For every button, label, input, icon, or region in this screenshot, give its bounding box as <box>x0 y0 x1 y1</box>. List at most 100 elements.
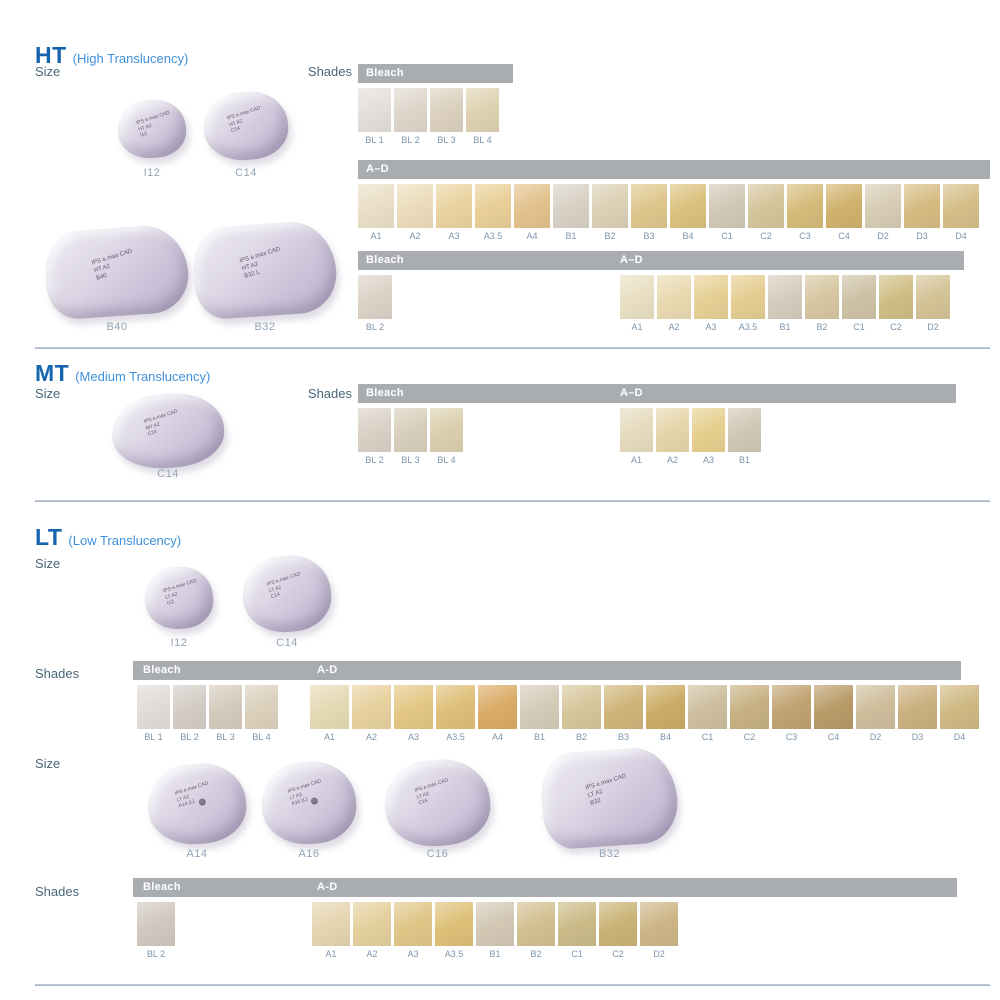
shade-chip <box>657 275 691 319</box>
shade-label: A1 <box>630 455 642 465</box>
shade-swatch-a2: A2 <box>353 902 391 959</box>
shade-label: B1 <box>489 949 501 959</box>
shade-label: A3 <box>702 455 714 465</box>
ht-block-c14-label: C14 <box>235 167 257 179</box>
shade-label: C2 <box>743 732 756 742</box>
mt-section-title: MT (Medium Translucency) <box>35 360 210 387</box>
mt-shades-label: Shades <box>307 386 352 401</box>
shade-chip <box>730 685 769 729</box>
shade-swatch-a2: A2 <box>352 685 391 742</box>
shade-chip <box>137 685 170 729</box>
shade-label: BL 3 <box>401 455 420 465</box>
shade-label: D2 <box>877 231 889 241</box>
shade-label: A3 <box>407 732 419 742</box>
shade-label: BL 2 <box>146 949 166 959</box>
shade-chip <box>599 902 637 946</box>
shade-chip <box>430 408 463 452</box>
shade-swatch-c2: C2 <box>879 275 913 332</box>
shade-swatch-d4: D4 <box>940 685 979 742</box>
shade-label: A1 <box>325 949 337 959</box>
ht-bleach-row: Bleach BL 1 BL 2 BL 3 BL 4 <box>358 64 513 150</box>
shade-chip <box>394 88 427 132</box>
shade-chip <box>394 902 432 946</box>
shade-chip <box>768 275 802 319</box>
shade-chip <box>728 408 761 452</box>
shade-label: BL 4 <box>252 732 271 742</box>
shade-label: D4 <box>955 231 967 241</box>
shade-label: C4 <box>827 732 840 742</box>
shade-swatch-b1: B1 <box>476 902 514 959</box>
shade-chip <box>631 184 667 228</box>
shade-chip <box>476 902 514 946</box>
shade-chip <box>826 184 862 228</box>
mt-combo-bar-ad-label: A–D <box>620 387 643 399</box>
shade-label: D3 <box>916 231 928 241</box>
shade-label: BL 3 <box>437 135 456 145</box>
lt-block-a16-label: A16 <box>298 848 320 860</box>
shade-label: A3.5 <box>444 949 464 959</box>
shade-swatch-bl2: BL 2 <box>173 685 206 742</box>
shade-label: BL 1 <box>144 732 163 742</box>
shade-label: A4 <box>526 231 538 241</box>
lt-block-i12-label: I12 <box>170 637 188 649</box>
ht-block-b32: IPS e.max CAD HT A2 B32 L <box>190 219 340 321</box>
shade-swatch-a2: A2 <box>657 275 691 332</box>
shade-swatch-b1: B1 <box>728 408 761 465</box>
ht-combo-row: Bleach A–D BL 2 A1 A2 A3 A3.5 B1 B2 C1 C2 D2 <box>358 251 964 337</box>
shade-swatch-b1: B1 <box>553 184 589 241</box>
shade-label: A3.5 <box>483 231 503 241</box>
ht-block-i12-label: I12 <box>143 167 161 179</box>
shade-swatch-a3: A3 <box>394 902 432 959</box>
lt-block-a14-label: A14 <box>186 848 208 860</box>
shade-label: A2 <box>668 322 680 332</box>
shade-chip <box>646 685 685 729</box>
shade-label: C2 <box>612 949 624 959</box>
shade-label: A3 <box>448 231 460 241</box>
shade-label: BL 3 <box>216 732 235 742</box>
shade-chip <box>787 184 823 228</box>
lt-combo1-bar-bleach-label: Bleach <box>143 664 181 676</box>
shade-swatch-b1: B1 <box>520 685 559 742</box>
shade-chip <box>436 685 475 729</box>
shade-chip <box>310 685 349 729</box>
shade-swatch-c2: C2 <box>748 184 784 241</box>
lt-block-a16: IPS e.max CAD LT A2 A16 (L) <box>258 758 360 848</box>
ht-ad-row: A–D A1 A2 A3 A3.5 A4 B1 B2 B3 B4 C1 C2 C3 C4 D2 D3 D4 <box>358 160 990 246</box>
shade-swatch-a3.5: A3.5 <box>436 685 475 742</box>
shade-chip <box>904 184 940 228</box>
shade-label: C1 <box>721 231 733 241</box>
shade-label: C3 <box>799 231 811 241</box>
lt-shades-label: Shades <box>35 666 80 681</box>
shade-swatch-c1: C1 <box>842 275 876 332</box>
shade-swatch-b3: B3 <box>604 685 643 742</box>
shade-swatch-bl4: BL 4 <box>430 408 463 465</box>
shade-chip <box>805 275 839 319</box>
lt-block-a14-screw-hole <box>198 798 207 807</box>
mt-subtitle: (Medium Translucency) <box>75 369 211 384</box>
shade-swatch-bl1: BL 1 <box>358 88 391 145</box>
shade-swatch-a1: A1 <box>310 685 349 742</box>
shade-label: D4 <box>953 732 966 742</box>
shade-chip <box>553 184 589 228</box>
shade-chip <box>772 685 811 729</box>
shade-swatch-d4: D4 <box>943 184 979 241</box>
ht-bleach-bar: Bleach <box>358 64 513 83</box>
shade-swatch-c1: C1 <box>709 184 745 241</box>
lt-block-i12: IPS e.max CAD LT A2 I12 <box>142 564 216 632</box>
lt-block-a16-face-text: IPS e.max CAD LT A2 A16 (L) <box>287 778 323 808</box>
shade-chip <box>856 685 895 729</box>
shade-chip <box>517 902 555 946</box>
shade-swatch-b1: B1 <box>768 275 802 332</box>
shade-chip <box>709 184 745 228</box>
shade-chip <box>478 685 517 729</box>
shade-label: A3.5 <box>738 322 758 332</box>
shade-swatch-bl4: BL 4 <box>466 88 499 145</box>
ht-block-b32-face-text: IPS e.max CAD HT A2 B32 L <box>239 246 282 280</box>
shade-chip <box>620 275 654 319</box>
ht-block-b32-label: B32 <box>254 321 276 333</box>
shade-label: A4 <box>491 732 503 742</box>
shade-chip <box>656 408 689 452</box>
shade-swatch-a1: A1 <box>620 408 653 465</box>
section-divider <box>35 500 990 502</box>
ht-block-b40: IPS e.max CAD HT A2 B40 <box>43 223 191 321</box>
